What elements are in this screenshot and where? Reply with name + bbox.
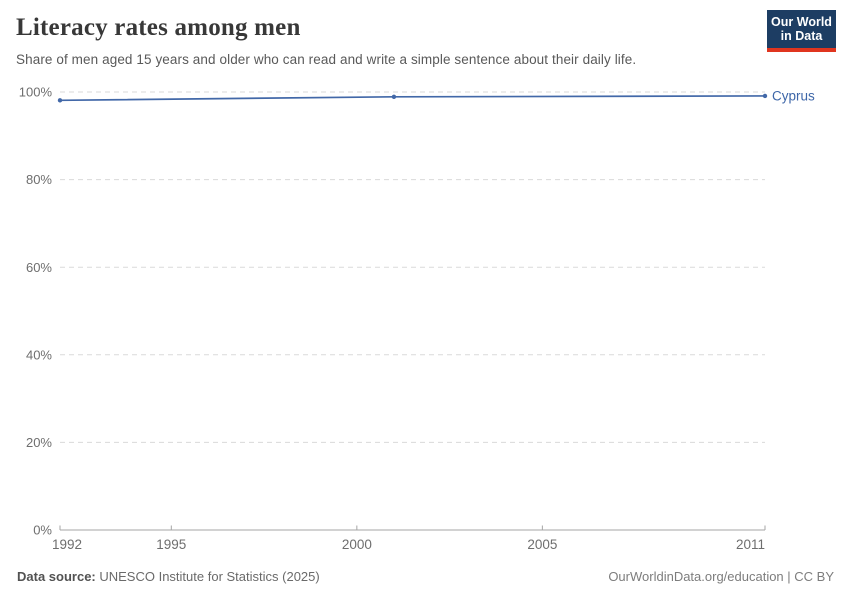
data-point[interactable] (391, 94, 397, 100)
y-tick-label: 80% (26, 172, 52, 187)
data-point[interactable] (57, 98, 63, 103)
x-tick-label: 1992 (52, 537, 82, 552)
y-tick-label: 100% (19, 85, 53, 100)
y-tick-label: 60% (26, 260, 52, 275)
data-point[interactable] (762, 93, 768, 99)
x-tick-label: 2005 (527, 537, 557, 552)
chart-subtitle: Share of men aged 15 years and older who… (16, 52, 637, 67)
y-tick-label: 20% (26, 435, 52, 450)
data-source: Data source: UNESCO Institute for Statis… (17, 569, 320, 584)
y-tick-label: 0% (33, 523, 52, 538)
attribution-link[interactable]: OurWorldinData.org/education | CC BY (608, 569, 834, 584)
owid-logo-line1: Our World (771, 15, 832, 29)
x-tick-label: 1995 (156, 537, 186, 552)
owid-logo-line2: in Data (780, 29, 823, 43)
data-source-value: UNESCO Institute for Statistics (2025) (95, 569, 320, 584)
owid-logo[interactable]: Our World in Data (767, 10, 836, 52)
x-tick-label: 2011 (736, 537, 765, 552)
series-end-label[interactable]: Cyprus (772, 89, 815, 104)
x-tick-label: 2000 (342, 537, 372, 552)
data-source-label: Data source: (17, 569, 96, 584)
series-line[interactable] (59, 95, 766, 102)
page-title: Literacy rates among men (16, 14, 301, 41)
y-tick-label: 40% (26, 347, 52, 362)
